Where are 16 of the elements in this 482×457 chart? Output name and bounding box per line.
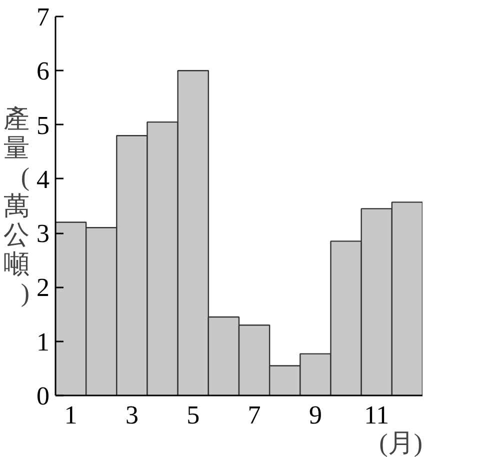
y-axis-title: 產量(萬公噸) xyxy=(4,104,30,308)
x-tick-label: 3 xyxy=(125,400,138,430)
y-tick-label: 5 xyxy=(36,110,50,140)
y-tick-label: 1 xyxy=(36,327,50,356)
y-tick-label: 3 xyxy=(36,219,50,248)
y-tick-label: 4 xyxy=(36,164,50,194)
y-tick-label: 6 xyxy=(36,56,50,86)
x-tick-label: 5 xyxy=(186,400,200,430)
x-tick-label: 11 xyxy=(364,400,390,430)
x-tick-label: 9 xyxy=(308,400,322,430)
y-tick-label: 2 xyxy=(36,273,50,302)
y-tick-label: 7 xyxy=(36,2,50,32)
x-axis-title: (月) xyxy=(379,428,423,457)
x-tick-label: 7 xyxy=(248,400,261,430)
y-tick-label: 0 xyxy=(36,382,50,410)
x-tick-label: 1 xyxy=(64,400,78,430)
